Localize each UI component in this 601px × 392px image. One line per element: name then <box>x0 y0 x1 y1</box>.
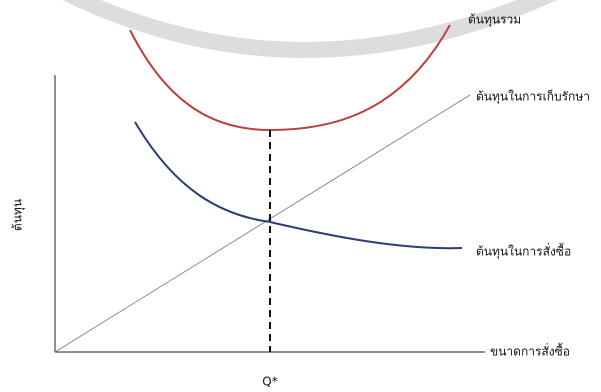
holding-cost-line <box>54 94 471 353</box>
total-cost-curve <box>129 24 451 132</box>
holding-cost-label: ต้นทุนในการเก็บรักษา <box>476 89 590 105</box>
ordering-cost-label: ต้นทุนในการสั่งซื้อ <box>476 243 571 260</box>
watermark-arc <box>62 0 558 58</box>
x-axis-label: ขนาดการสั่งซื้อ <box>490 343 570 359</box>
optimum-label: Q* <box>262 375 277 389</box>
ordering-cost-curve <box>134 121 463 250</box>
y-axis-label: ต้นทุน <box>11 199 26 231</box>
total-cost-label: ต้นทุนรวม <box>468 13 521 28</box>
